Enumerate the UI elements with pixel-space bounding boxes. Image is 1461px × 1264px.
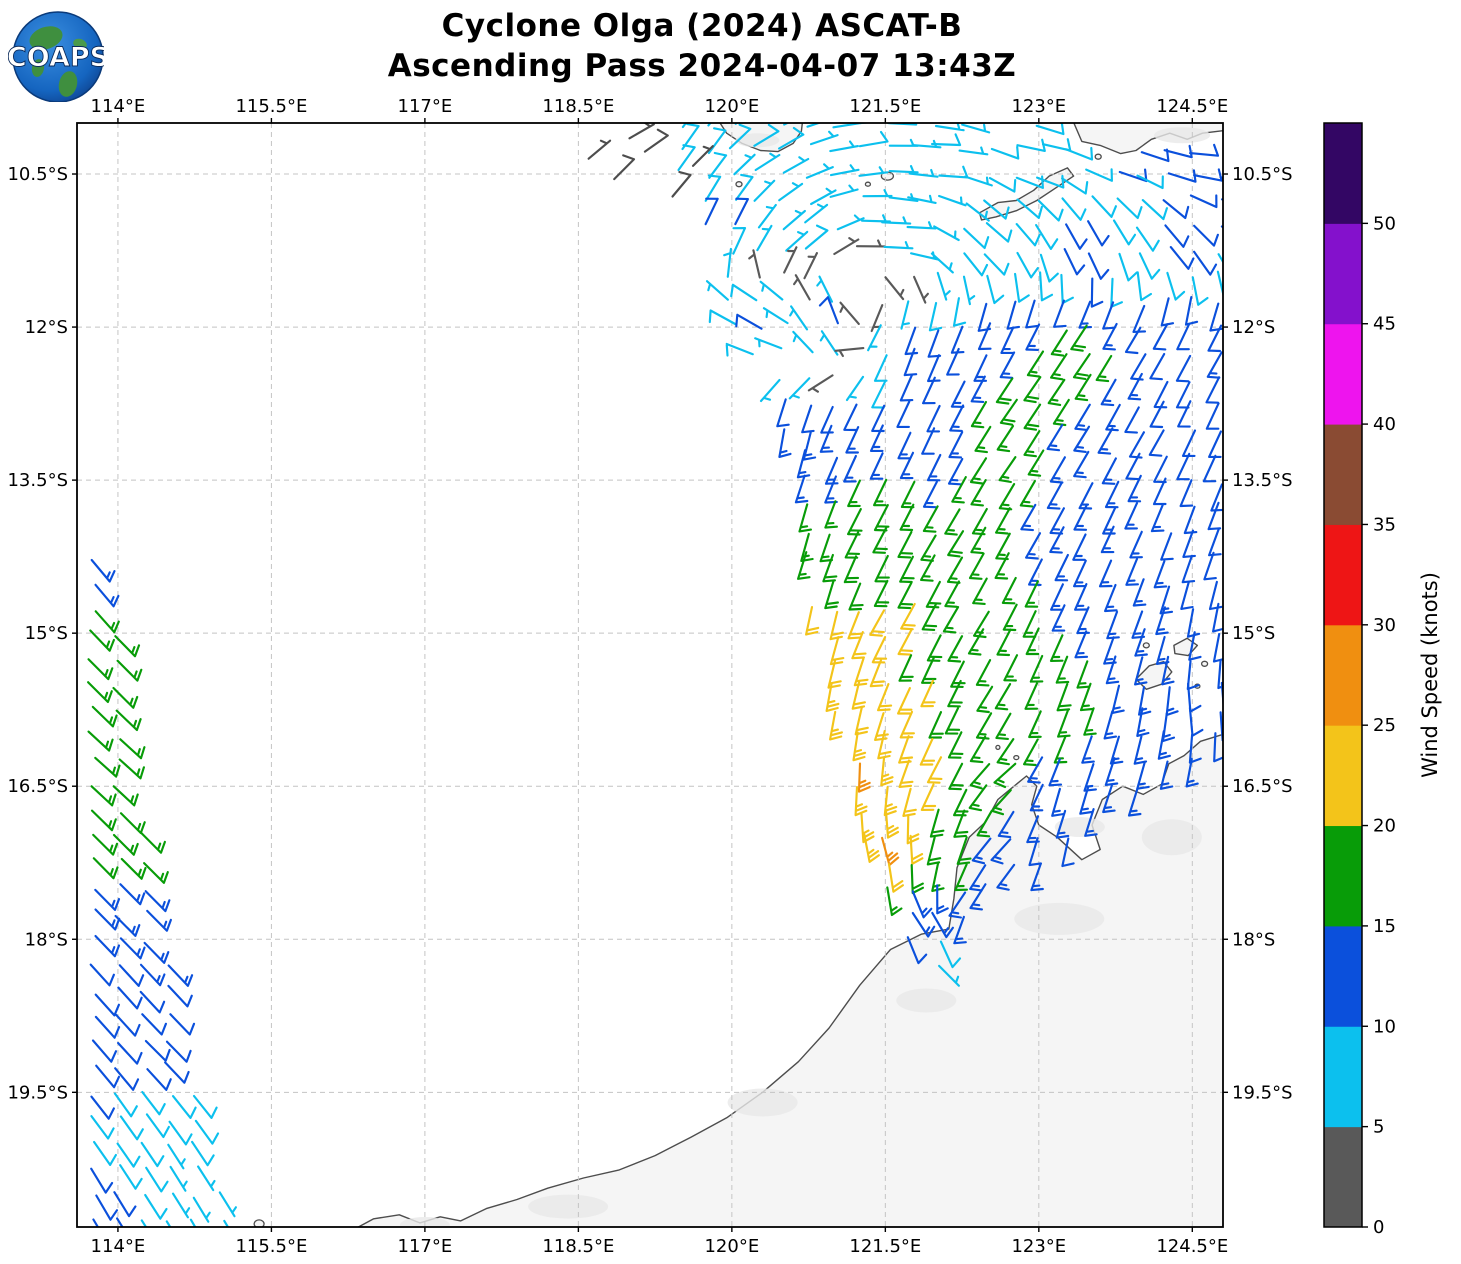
svg-text:123°E: 123°E (1011, 1236, 1066, 1257)
svg-text:30: 30 (1373, 615, 1396, 636)
svg-text:118.5°E: 118.5°E (542, 96, 614, 117)
wind-barb-layer (87, 123, 1223, 1227)
svg-text:121.5°E: 121.5°E (849, 1236, 921, 1257)
svg-text:10: 10 (1373, 1016, 1396, 1037)
svg-text:124.5°E: 124.5°E (1156, 96, 1228, 117)
coaps-logo-text: COAPS (8, 42, 104, 73)
figure-subtitle: Ascending Pass 2024-04-07 13:43Z (387, 48, 1017, 84)
plot-frame (72, 118, 1228, 1232)
svg-text:12°S: 12°S (1232, 317, 1275, 338)
coaps-logo: COAPS (8, 6, 104, 102)
svg-text:114°E: 114°E (91, 96, 146, 117)
svg-text:123°E: 123°E (1011, 96, 1066, 117)
svg-text:15°S: 15°S (1232, 623, 1275, 644)
svg-text:19.5°S: 19.5°S (1232, 1082, 1293, 1103)
land-coastline-layer (253, 123, 1223, 1227)
svg-text:115.5°E: 115.5°E (235, 96, 307, 117)
svg-text:10.5°S: 10.5°S (1232, 164, 1293, 185)
svg-text:13.5°S: 13.5°S (1232, 470, 1293, 491)
svg-text:120°E: 120°E (704, 96, 759, 117)
svg-text:13.5°S: 13.5°S (7, 470, 68, 491)
svg-text:121.5°E: 121.5°E (849, 96, 921, 117)
svg-text:117°E: 117°E (398, 1236, 453, 1257)
svg-text:120°E: 120°E (704, 1236, 759, 1257)
svg-text:0: 0 (1373, 1217, 1384, 1238)
svg-text:10.5°S: 10.5°S (7, 164, 68, 185)
colorbar: 0 5 10 15 20 25 30 35 40 45 50 Wind Speed (knots) (1323, 122, 1442, 1238)
svg-text:45: 45 (1373, 314, 1396, 335)
svg-text:Wind Speed (knots): Wind Speed (knots) (1418, 572, 1442, 778)
svg-text:12°S: 12°S (25, 317, 68, 338)
svg-text:16.5°S: 16.5°S (1232, 776, 1293, 797)
svg-text:19.5°S: 19.5°S (7, 1082, 68, 1103)
coaps-globe-icon: COAPS (8, 11, 104, 102)
svg-text:18°S: 18°S (1232, 929, 1275, 950)
svg-text:20: 20 (1373, 816, 1396, 837)
svg-text:15: 15 (1373, 916, 1396, 937)
svg-text:124.5°E: 124.5°E (1156, 1236, 1228, 1257)
svg-text:16.5°S: 16.5°S (7, 776, 68, 797)
axis-tick-labels: 114°E 114°E 115.5°E 115.5°E 117°E 117°E 118.5°… (7, 96, 1292, 1257)
svg-text:15°S: 15°S (25, 623, 68, 644)
figure-title: Cyclone Olga (2024) ASCAT-B (441, 8, 963, 44)
svg-text:40: 40 (1373, 414, 1396, 435)
svg-text:18°S: 18°S (25, 929, 68, 950)
svg-text:25: 25 (1373, 715, 1396, 736)
svg-text:114°E: 114°E (91, 1236, 146, 1257)
svg-text:118.5°E: 118.5°E (542, 1236, 614, 1257)
svg-text:50: 50 (1373, 213, 1396, 234)
svg-text:35: 35 (1373, 514, 1396, 535)
figure-titles: Cyclone Olga (2024) ASCAT-B Ascending Pa… (0, 6, 1404, 86)
svg-text:117°E: 117°E (398, 96, 453, 117)
svg-text:5: 5 (1373, 1117, 1384, 1138)
svg-text:115.5°E: 115.5°E (235, 1236, 307, 1257)
